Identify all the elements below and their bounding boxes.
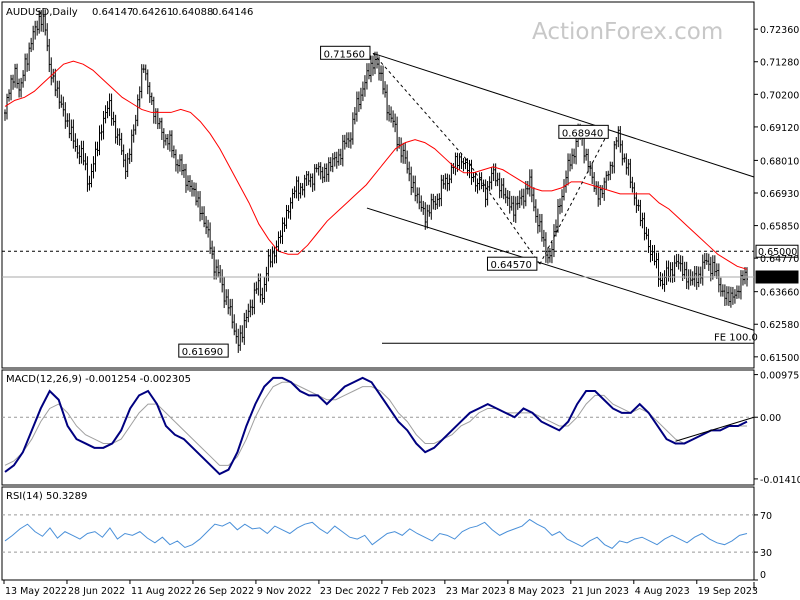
panel-frame-1 <box>1 369 755 486</box>
macd-signal-line <box>4 381 747 466</box>
x-tick-label-9: 21 Jun 2023 <box>572 586 629 597</box>
macd-title: MACD(12,26,9) -0.001254 -0.002305 <box>6 374 191 385</box>
header-open: 0.64147 <box>92 7 133 18</box>
x-tick-label-0: 13 May 2022 <box>5 586 67 597</box>
x-tick-label-2: 11 Aug 2022 <box>131 586 192 597</box>
price-tick-label-5: 0.66930 <box>760 189 799 200</box>
rsi-tick-label-2: 0 <box>760 570 766 581</box>
channel-lower-line <box>366 207 755 331</box>
label-low-0.64570-box <box>486 256 538 271</box>
watermark: ActionForex.com <box>532 19 723 45</box>
label-high-0.71560-box <box>320 45 371 60</box>
header-close: 0.64146 <box>212 7 253 18</box>
price-tick-label-9: 0.62580 <box>760 320 799 331</box>
channel-upper-line <box>372 52 755 178</box>
rsi-tick-label-0: 70 <box>760 511 772 522</box>
macd-trendline <box>675 416 755 442</box>
x-tick-label-1: 28 Jun 2022 <box>68 586 125 597</box>
price-tick-label-6: 0.65850 <box>760 222 799 233</box>
header-low: 0.64088 <box>172 7 213 18</box>
header-symbol: AUDUSD,Daily <box>6 7 78 18</box>
x-tick-label-3: 26 Sep 2022 <box>194 586 254 597</box>
x-tick-label-8: 8 May 2023 <box>509 586 565 597</box>
label-high-0.68940-box <box>558 124 609 139</box>
rsi-tick-label-1: 30 <box>760 548 772 559</box>
x-tick-label-6: 7 Feb 2023 <box>383 586 436 597</box>
swing-line-1 <box>372 52 466 159</box>
panel-frame-2 <box>1 486 755 581</box>
rsi-layer <box>2 514 754 553</box>
swing-line-2 <box>465 158 541 265</box>
rsi-line <box>4 518 748 549</box>
header-high: 0.64261 <box>132 7 173 18</box>
macd-line <box>4 376 748 476</box>
price-tick-label-3: 0.69120 <box>760 123 799 134</box>
price-tick-label-10: 0.61500 <box>760 353 799 364</box>
axis-label-0.65000-box <box>755 244 799 258</box>
rsi-title: RSI(14) 50.3289 <box>6 491 87 502</box>
price-tick-label-0: 0.72360 <box>760 25 799 36</box>
x-tick-label-4: 9 Nov 2022 <box>257 586 312 597</box>
axis-label-current-price: 0.64146 <box>758 273 797 284</box>
macd-tick-label-0: 0.009751 <box>760 371 800 382</box>
label-high-0.68940: 0.68940 <box>562 128 603 139</box>
price-tick-label-1: 0.71280 <box>760 58 799 69</box>
axis-label-current-price-box <box>755 270 799 284</box>
panel-frame-0 <box>1 1 755 369</box>
grid-layer <box>1 1 755 590</box>
x-tick-label-11: 19 Sep 2023 <box>698 586 758 597</box>
price-tick-label-7: 0.64770 <box>760 254 799 265</box>
macd-layer <box>2 376 755 476</box>
x-tick-label-10: 4 Aug 2023 <box>635 586 690 597</box>
moving-average-line <box>4 60 748 270</box>
macd-tick-label-1: 0.00 <box>760 413 781 424</box>
label-high-0.71560: 0.71560 <box>324 49 365 60</box>
x-tick-label-5: 23 Dec 2022 <box>320 586 381 597</box>
label-low-0.61690: 0.61690 <box>182 347 223 358</box>
price-layer: 0.71560 0.61690 0.64570 0.68940 FE 100.0 <box>2 9 758 358</box>
x-tick-label-7: 23 Mar 2023 <box>446 586 506 597</box>
axis-label-0.65000: 0.65000 <box>758 247 797 258</box>
label-low-0.61690-box <box>178 343 229 358</box>
label-fe-100: FE 100.0 <box>714 332 758 343</box>
axis-layer: 0.65000 0.64146 0.72360 0.71280 0.70200 0.691… <box>3 25 800 597</box>
price-tick-label-4: 0.68010 <box>760 156 799 167</box>
label-low-0.64570: 0.64570 <box>490 260 531 271</box>
price-tick-label-8: 0.63660 <box>760 288 799 299</box>
price-tick-label-2: 0.70200 <box>760 90 799 101</box>
swing-line-3 <box>539 132 609 265</box>
